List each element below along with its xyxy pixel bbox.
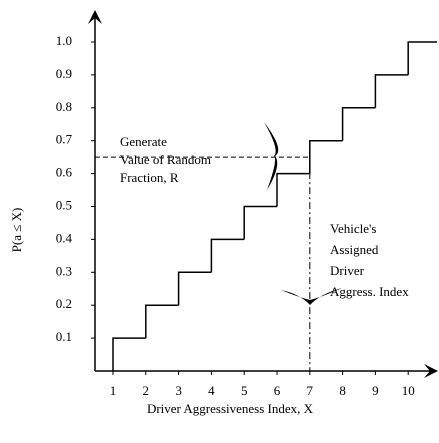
x-axis-label: Driver Aggressiveness Index, X [147,401,314,416]
random-arrow [264,122,279,190]
y-tick-label: 0.4 [56,230,73,245]
x-tick-label: 4 [208,383,215,398]
step [309,139,343,174]
y-tick-label: 0.1 [56,329,72,344]
step [341,107,376,141]
x-tick-label: 2 [143,383,150,398]
x-tick-label: 6 [274,383,281,398]
annotation: Assigned [330,242,379,257]
y-axis-label: P(a ≤ X) [9,208,24,253]
x-tick-label: 3 [175,383,182,398]
step [243,205,277,240]
x-axis-arrow [424,364,438,378]
y-tick-label: 0.8 [56,99,72,114]
annotation: Fraction, R [120,170,179,185]
y-tick-label: 0.3 [56,263,72,278]
index-arrow [281,288,342,305]
annotation: Generate [120,134,167,149]
x-tick-label: 9 [372,383,379,398]
annotation: Value of Random [120,152,211,167]
y-tick-label: 0.5 [56,197,72,212]
step [276,172,310,207]
x-tick-label: 8 [339,383,346,398]
y-axis-arrow [88,10,102,24]
step [145,304,179,339]
step [407,41,437,75]
y-tick-label: 0.9 [56,66,72,81]
step [374,74,409,108]
x-tick-label: 7 [307,383,314,398]
annotation: Vehicle's [330,221,376,236]
annotation: Driver [330,263,365,278]
step [210,238,245,273]
annotation: Aggress. Index [330,284,409,299]
y-tick-label: 0.7 [56,132,73,147]
x-tick-label: 5 [241,383,248,398]
step [112,337,146,371]
x-tick-label: 1 [110,383,117,398]
x-tick-label: 10 [402,383,415,398]
y-tick-label: 0.2 [56,296,72,311]
y-tick-label: 1.0 [56,33,72,48]
y-tick-label: 0.6 [56,165,73,180]
step [177,271,212,306]
